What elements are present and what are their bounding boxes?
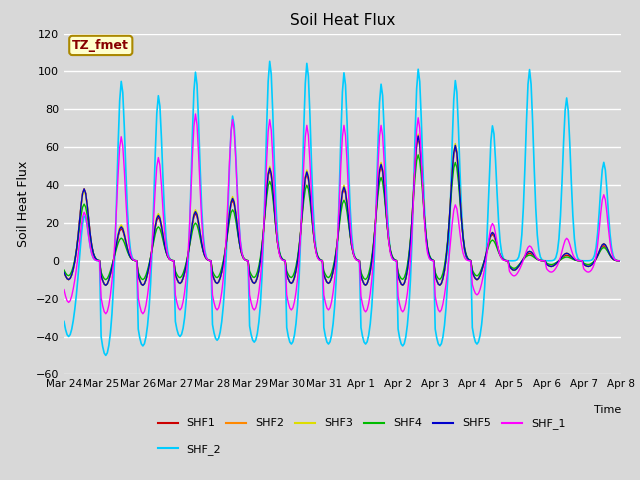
Title: Soil Heat Flux: Soil Heat Flux — [290, 13, 395, 28]
Legend: SHF_2: SHF_2 — [153, 440, 225, 459]
Text: TZ_fmet: TZ_fmet — [72, 39, 129, 52]
Text: Time: Time — [593, 405, 621, 415]
Y-axis label: Soil Heat Flux: Soil Heat Flux — [17, 161, 30, 247]
